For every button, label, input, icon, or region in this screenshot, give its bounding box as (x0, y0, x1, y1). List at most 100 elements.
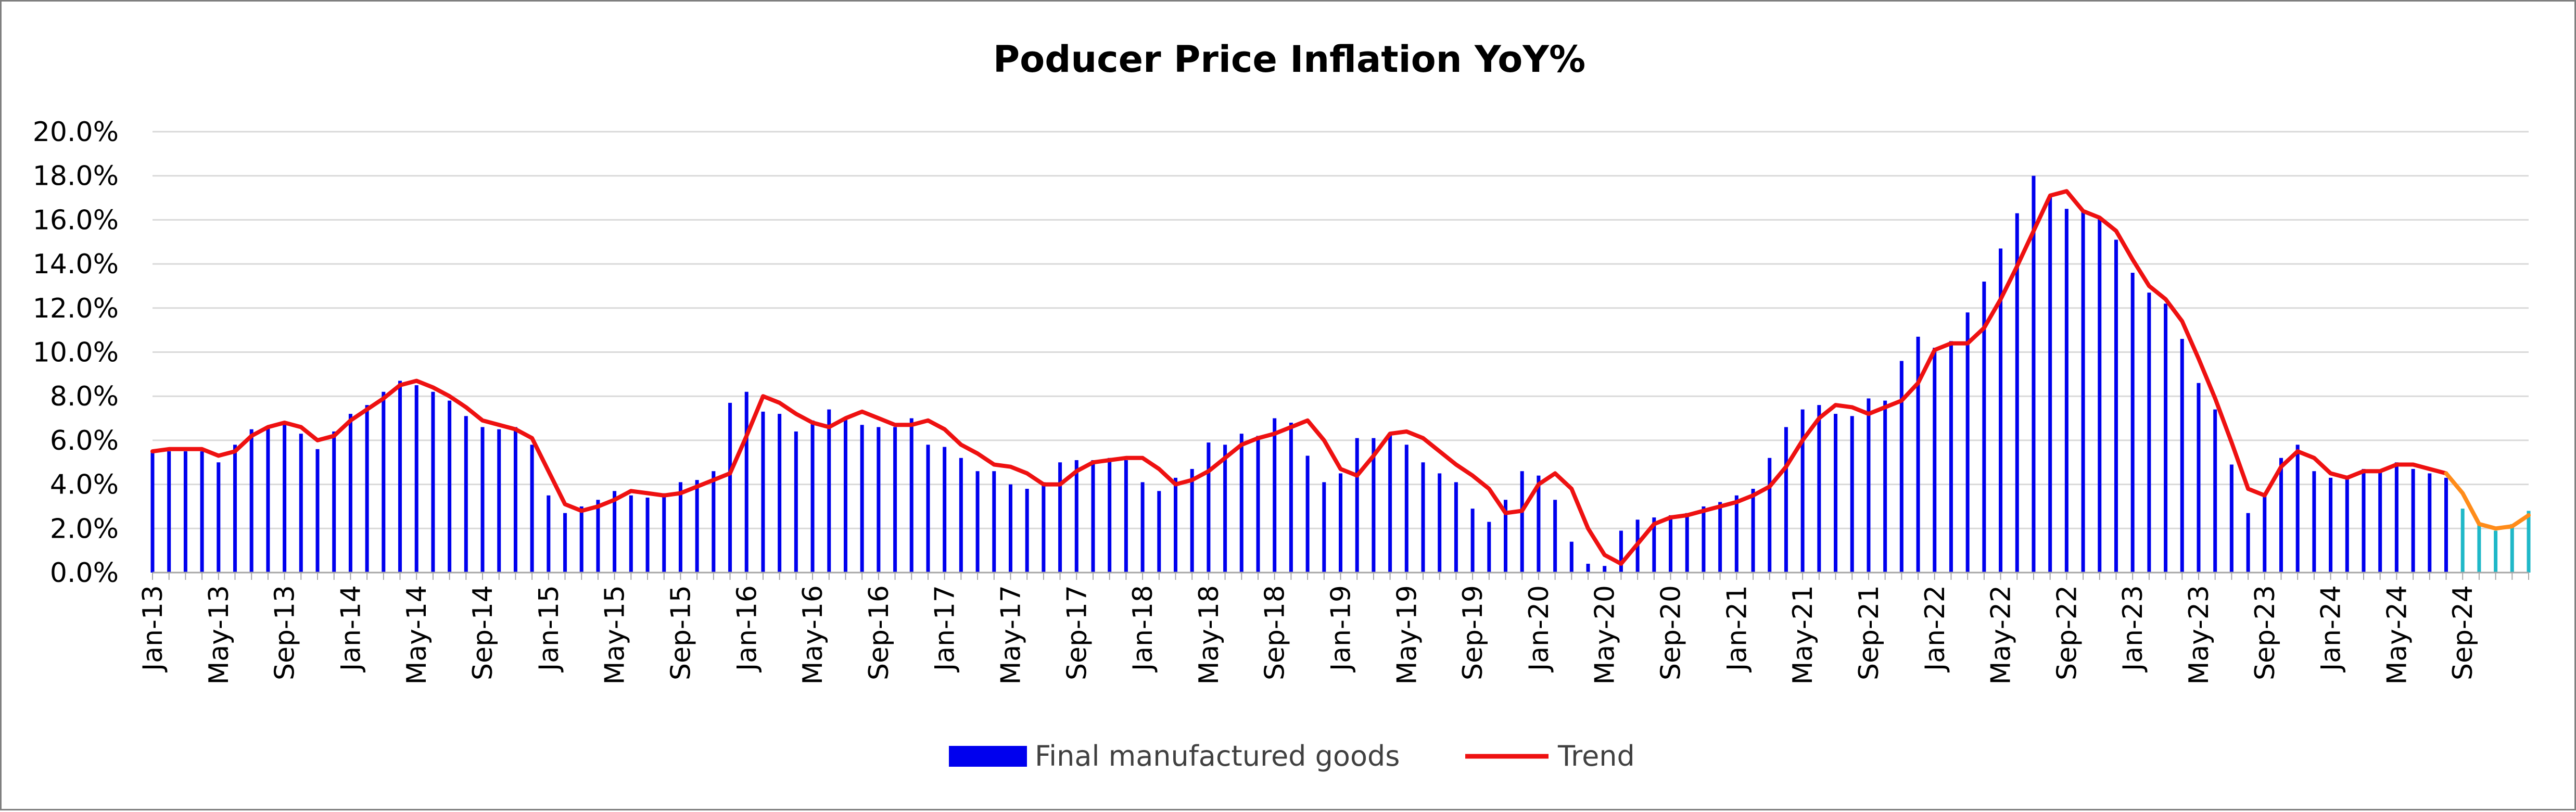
bar-final-manufactured-goods (2197, 383, 2201, 573)
x-tick-label: Sep-20 (1656, 585, 1687, 680)
bar-final-manufactured-goods (1207, 442, 1211, 573)
x-axis-tick-labels: Jan-13 May-13 Sep-13 Jan-14 May-14 Sep-14 Jan-… (137, 585, 2479, 685)
bar-final-manufactured-goods (1718, 502, 1722, 573)
bar-final-manufactured-goods (2494, 530, 2498, 573)
axes (152, 572, 2529, 580)
bar-final-manufactured-goods (1586, 564, 1590, 573)
x-tick-label: Jan-19 (1326, 585, 1357, 673)
x-tick-label: Jan-18 (1127, 585, 1159, 673)
bar-final-manufactured-goods (843, 418, 847, 573)
bar-final-manufactured-goods (1553, 500, 1557, 573)
y-tick-label: 16.0% (33, 205, 119, 236)
bar-final-manufactured-goods (877, 427, 881, 573)
bar-final-manufactured-goods (1091, 460, 1095, 573)
bar-final-manufactured-goods (975, 471, 980, 573)
x-tick-label: Sep-24 (2447, 585, 2479, 680)
bar-final-manufactured-goods (299, 434, 303, 573)
x-tick-label: May-21 (1787, 585, 1819, 685)
x-tick-label: Jan-20 (1524, 585, 1555, 673)
trend-line (150, 189, 2448, 566)
bar-final-manufactured-goods (1372, 438, 1376, 573)
bar-final-manufactured-goods (1173, 477, 1177, 573)
y-tick-label: 10.0% (33, 337, 119, 369)
bar-final-manufactured-goods (2444, 477, 2448, 573)
bar-final-manufactured-goods (448, 400, 452, 573)
gridlines (153, 131, 2529, 529)
x-tick-label: Sep-15 (665, 585, 696, 680)
bar-final-manufactured-goods (2098, 218, 2102, 573)
bar-final-manufactured-goods (1734, 495, 1739, 573)
bar-final-manufactured-goods (1421, 462, 1425, 573)
x-tick-label: Jan-22 (1920, 585, 1951, 673)
bar-final-manufactured-goods (1784, 427, 1788, 573)
bar-final-manufactured-goods (992, 471, 996, 573)
x-tick-label: Jan-23 (2117, 585, 2149, 673)
bar-final-manufactured-goods (200, 451, 204, 573)
bar-final-manufactured-goods (2081, 211, 2085, 573)
bar-final-manufactured-goods (150, 451, 155, 573)
bar-final-manufactured-goods (1438, 473, 1442, 573)
bar-final-manufactured-goods (1768, 458, 1772, 573)
x-tick-label: May-13 (204, 585, 235, 685)
bar-final-manufactured-goods (1074, 460, 1078, 573)
bar-final-manufactured-goods (2263, 495, 2267, 573)
bar-final-manufactured-goods (1355, 438, 1359, 573)
bar-final-manufactured-goods (1404, 445, 1408, 573)
bar-final-manufactured-goods (2229, 464, 2234, 573)
bar-final-manufactured-goods (2048, 195, 2052, 573)
bar-final-manufactured-goods (1949, 341, 1953, 573)
x-tick-label: Jan-15 (534, 585, 565, 673)
bar-final-manufactured-goods (2411, 468, 2415, 573)
bar-final-manufactured-goods (513, 427, 517, 573)
bar-final-manufactured-goods (1454, 482, 1458, 573)
bar-final-manufactured-goods (1867, 398, 1871, 573)
bar-final-manufactured-goods (1273, 418, 1277, 573)
bar-final-manufactured-goods (2329, 477, 2333, 573)
bar-final-manufactured-goods (1124, 460, 1128, 573)
bar-final-manufactured-goods (2114, 239, 2118, 573)
bar-final-manufactured-goods (1999, 248, 2003, 573)
bar-final-manufactured-goods (431, 391, 435, 573)
bar-final-manufactured-goods (1058, 462, 1062, 573)
x-tick-label: Sep-22 (2051, 585, 2083, 680)
bar-final-manufactured-goods (2510, 524, 2514, 573)
x-tick-label: Sep-13 (270, 585, 301, 680)
bar-final-manufactured-goods (2279, 458, 2283, 573)
x-tick-label: Jan-21 (1721, 585, 1753, 673)
bar-final-manufactured-goods (629, 495, 633, 573)
chart-title: Poducer Price Inflation YoY% (993, 38, 1585, 81)
bar-final-manufactured-goods (1339, 473, 1342, 573)
bar-final-manufactured-goods (1800, 409, 1805, 573)
bar-final-manufactured-goods (2312, 471, 2316, 573)
bar-final-manufactured-goods (744, 391, 748, 573)
x-tick-label: May-15 (600, 585, 631, 685)
bar-final-manufactured-goods (1190, 468, 1194, 573)
bar-final-manufactured-goods (2345, 475, 2349, 573)
bar-final-manufactured-goods (712, 471, 716, 573)
trend-line-recent (2444, 471, 2531, 531)
bar-final-manufactured-goods (1669, 515, 1673, 573)
bar-final-manufactured-goods (1256, 436, 1260, 573)
bar-final-manufactured-goods (1603, 566, 1607, 573)
bar-final-manufactured-goods (167, 451, 171, 573)
bar-final-manufactured-goods (464, 416, 468, 573)
bar-final-manufactured-goods (810, 420, 815, 573)
bar-final-manufactured-goods (2180, 339, 2184, 573)
bar-final-manufactured-goods (2295, 445, 2300, 573)
y-tick-label: 14.0% (33, 249, 119, 280)
bar-final-manufactured-goods (398, 380, 402, 573)
bar-final-manufactured-goods (728, 402, 732, 573)
bar-final-manufactured-goods (678, 482, 682, 573)
x-tick-label: Jan-14 (335, 585, 366, 673)
bar-series-final-manufactured-goods (150, 175, 2531, 573)
bar-final-manufactured-goods (943, 447, 947, 573)
bar-final-manufactured-goods (1537, 475, 1541, 573)
bar-final-manufactured-goods (2378, 471, 2382, 573)
y-tick-label: 20.0% (33, 117, 119, 148)
bar-final-manufactured-goods (2477, 524, 2481, 573)
legend-swatch-final-manufactured-goods (949, 746, 1027, 767)
y-tick-label: 18.0% (33, 161, 119, 192)
bar-final-manufactured-goods (332, 431, 336, 573)
bar-final-manufactured-goods (348, 414, 352, 573)
